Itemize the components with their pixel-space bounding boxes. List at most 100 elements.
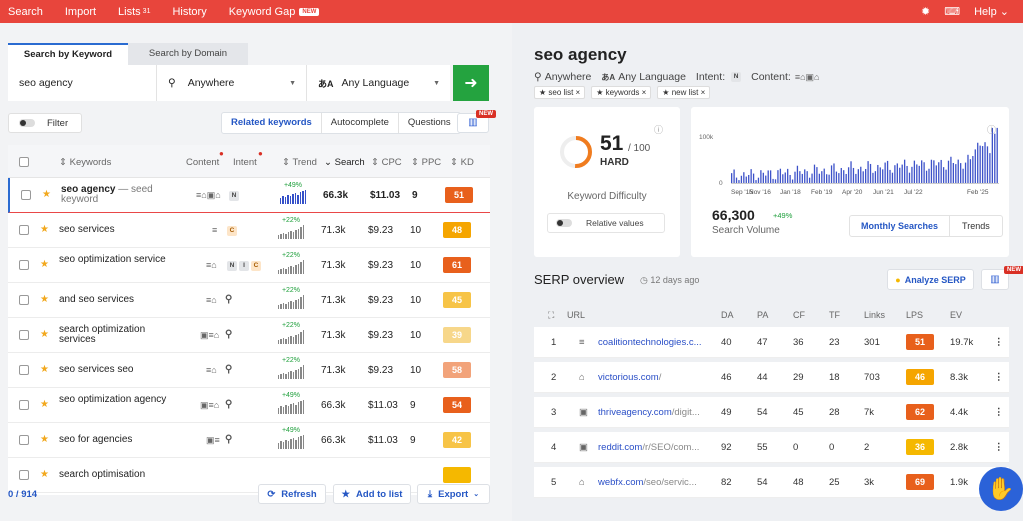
row-checkbox[interactable] [19, 225, 29, 235]
serp-url-link[interactable]: webfx.com/seo/servic... [598, 477, 697, 488]
tab-search-by-domain[interactable]: Search by Domain [128, 43, 248, 65]
table-row[interactable]: ★ seo optimization service ≡⌂ N I C +22% 71.3k $… [8, 248, 490, 283]
add-to-list-button[interactable]: ★ Add to list [333, 484, 411, 504]
list-chip[interactable]: ★ keywords × [591, 86, 652, 99]
row-checkbox[interactable] [19, 295, 29, 305]
table-row[interactable]: ★ seo for agencies ▣≡ ⚲ +49% 66.3k $11.03 9 42 [8, 423, 490, 458]
tab-trends[interactable]: Trends [962, 221, 990, 231]
tab-questions[interactable]: Questions [397, 113, 460, 133]
row-checkbox[interactable] [19, 365, 29, 375]
nav-lists[interactable]: Lists 31 [118, 5, 151, 18]
table-row[interactable]: ★ seo services ≡ C +22% 71.3k $9.23 10 48 [8, 213, 490, 248]
language-select[interactable]: あA Any Language ▼ [306, 65, 450, 101]
nav-history[interactable]: History [172, 5, 207, 18]
more-options-icon[interactable]: ⋮ [994, 337, 1004, 348]
keyboard-icon[interactable]: ⌨ [944, 6, 961, 18]
table-row[interactable]: ★ search optimization services ▣≡⌂ ⚲ +22% 71.… [8, 318, 490, 353]
row-checkbox[interactable] [19, 330, 29, 340]
serp-row[interactable]: 3 ▣ thriveagency.com/digit... 49 54 45 28 7k 62 4… [534, 397, 1009, 428]
location-select[interactable]: ⚲ Anywhere ▼ [156, 65, 306, 101]
table-row[interactable]: ★ seo services seo ≡⌂ ⚲ +22% 71.3k $9.23 10 58 [8, 353, 490, 388]
serp-row[interactable]: 5 ⌂ webfx.com/seo/servic... 82 54 48 25 3k 69 1.9… [534, 467, 1009, 498]
relative-values-toggle[interactable]: Relative values [547, 213, 665, 233]
keyword-cell[interactable]: seo optimization agency [59, 394, 167, 405]
analyze-serp-button[interactable]: ● Analyze SERP [887, 269, 974, 290]
col-cpc[interactable]: ⇕ CPC [371, 157, 402, 168]
row-checkbox[interactable] [19, 435, 29, 445]
star-icon[interactable]: ★ [40, 294, 49, 305]
trend-bar [295, 265, 297, 274]
serp-row[interactable]: 4 ▣ reddit.com/r/SEO/com... 92 55 0 0 2 36 2.8k ⋮ [534, 432, 1009, 463]
keyword-cell[interactable]: seo optimization service [59, 254, 166, 265]
tab-monthly-searches[interactable]: Monthly Searches [850, 216, 951, 236]
keyword-cell[interactable]: seo services seo [59, 364, 134, 375]
more-options-icon[interactable]: ⋮ [994, 442, 1004, 453]
table-row[interactable]: ★ seo optimization agency ▣≡⌂ ⚲ +49% 66.3k $11… [8, 388, 490, 423]
col-ppc[interactable]: ⇕ PPC [411, 157, 442, 168]
col-keywords[interactable]: ⇕ Keywords [59, 157, 112, 168]
star-icon[interactable]: ★ [40, 399, 49, 410]
star-icon[interactable]: ★ [40, 469, 49, 480]
star-icon[interactable]: ★ [40, 329, 49, 340]
more-options-icon[interactable]: ⋮ [994, 372, 1004, 383]
more-options-icon[interactable]: ⋮ [994, 407, 1004, 418]
keyword-cell[interactable]: search optimization services [59, 324, 146, 345]
row-checkbox[interactable] [19, 260, 29, 270]
row-checkbox[interactable] [21, 190, 31, 200]
nav-keyword-gap[interactable]: Keyword Gap NEW [229, 6, 320, 18]
keyword-cell[interactable]: and seo services [59, 294, 135, 305]
tab-related-keywords[interactable]: Related keywords [231, 117, 312, 128]
help-menu[interactable]: Help ⌄ [974, 6, 1009, 18]
chat-widget-button[interactable]: ✋ [979, 467, 1023, 511]
row-checkbox[interactable] [19, 400, 29, 410]
columns-button[interactable]: ▥ [457, 113, 489, 133]
serp-row[interactable]: 2 ⌂ victorious.com/46 44 29 18 703 46 8.3k ⋮ [534, 362, 1009, 393]
info-icon[interactable]: ⓘ [654, 125, 664, 135]
keyword-cell[interactable]: search optimisation [59, 469, 146, 480]
keyword-cell[interactable]: seo for agencies [59, 434, 133, 445]
trend-bar [280, 406, 282, 414]
serp-url-link[interactable]: coalitiontechnologies.c... [598, 337, 702, 348]
col-intent[interactable]: Intent [233, 157, 257, 168]
col-content[interactable]: Content [186, 157, 220, 168]
serp-columns-button[interactable]: ▥ [981, 269, 1009, 290]
serp-url-link[interactable]: thriveagency.com/digit... [598, 407, 700, 418]
refresh-button[interactable]: ⟳ Refresh [258, 484, 326, 504]
serp-url-link[interactable]: victorious.com/ [598, 372, 662, 383]
export-button[interactable]: ⤓ Export ⌄ [417, 484, 490, 504]
nav-import[interactable]: Import [64, 5, 97, 18]
trend-bar [290, 266, 292, 274]
keyword-cell[interactable]: seo services [59, 224, 115, 235]
tab-autocomplete[interactable]: Autocomplete [320, 113, 398, 133]
serp-row[interactable]: 1 ≡ coalitiontechnologies.c... 40 47 36 23 301 5… [534, 327, 1009, 358]
select-all-checkbox[interactable] [19, 157, 29, 167]
filter-toggle[interactable]: Filter [8, 113, 82, 133]
star-icon[interactable]: ★ [40, 364, 49, 375]
list-chip[interactable]: ★ seo list × [534, 86, 586, 99]
toggle-switch[interactable] [556, 219, 572, 227]
table-row[interactable]: ★ and seo services ≡⌂ ⚲ +22% 71.3k $9.23 10 45 [8, 283, 490, 318]
toggle-switch[interactable] [19, 119, 35, 127]
star-icon[interactable]: ★ [42, 189, 51, 200]
col-search[interactable]: ⌄ Search [324, 157, 365, 168]
info-icon[interactable]: ⓘ [987, 125, 997, 135]
trend-bar [295, 370, 297, 379]
expand-icon[interactable]: ⛶ [548, 310, 555, 320]
tab-search-by-keyword[interactable]: Search by Keyword [8, 43, 128, 65]
table-row[interactable]: ★ seo agency — seed keyword ≡⌂▣⌂ N +49% 66.3k… [8, 178, 490, 213]
list-chip[interactable]: ★ new list × [657, 86, 711, 99]
keyword-cell[interactable]: seo agency — seed keyword [61, 184, 153, 205]
star-icon[interactable]: ★ [40, 224, 49, 235]
star-icon[interactable]: ★ [40, 259, 49, 270]
settings-icon[interactable]: ✹ [920, 6, 931, 18]
nav-search[interactable]: Search [8, 5, 43, 18]
keyword-input[interactable]: seo agency [8, 65, 156, 101]
search-go-button[interactable]: ➜ [453, 65, 489, 101]
col-kd[interactable]: ⇕ KD [450, 157, 474, 168]
volume-bar [991, 127, 993, 183]
star-icon[interactable]: ★ [40, 434, 49, 445]
serp-url-link[interactable]: reddit.com/r/SEO/com... [598, 442, 700, 453]
table-row[interactable]: ★ search optimisation [8, 458, 490, 493]
col-trend[interactable]: ⇕ Trend [282, 157, 317, 168]
row-checkbox[interactable] [19, 470, 29, 480]
